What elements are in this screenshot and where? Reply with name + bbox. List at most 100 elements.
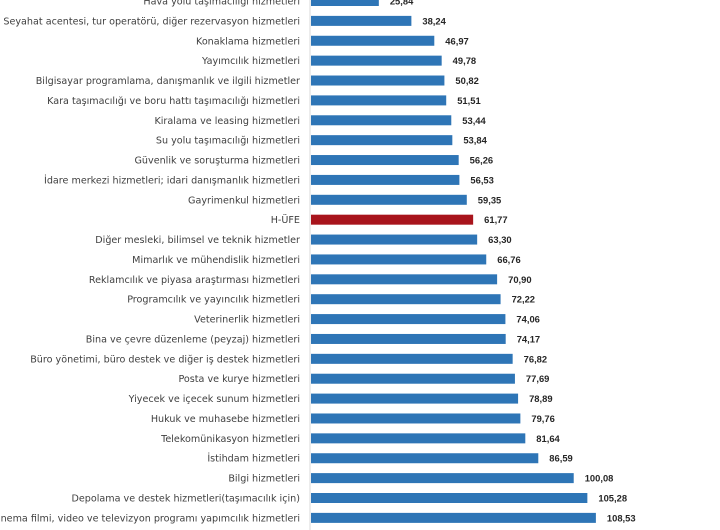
data-label: 63,30 <box>488 234 511 245</box>
data-label: 81,64 <box>536 433 560 444</box>
category-tick-label: Kiralama ve leasing hizmetleri <box>154 116 300 127</box>
bar <box>311 115 452 126</box>
category-tick-label: Veterinerlik hizmetleri <box>194 315 300 326</box>
category-tick-label: Depolama ve destek hizmetleri(taşımacılı… <box>71 494 300 505</box>
data-label: 100,08 <box>585 473 614 484</box>
bar-row: Konaklama hizmetleri 46,97 <box>196 35 469 47</box>
data-label: 108,53 <box>607 512 636 523</box>
bar <box>311 15 412 26</box>
bar <box>311 493 588 503</box>
data-label: 74,17 <box>517 333 540 344</box>
bar <box>311 294 501 305</box>
bar <box>311 373 515 384</box>
category-tick-label: Bilgi hizmetleri <box>228 474 300 485</box>
data-label: 53,84 <box>463 135 487 146</box>
data-label: 86,59 <box>549 453 572 464</box>
category-tick-label: Konaklama hizmetleri <box>196 36 300 47</box>
data-label: 74,06 <box>516 314 539 325</box>
bar-row: Bilgisayar programlama, danışmanlık ve i… <box>36 75 479 87</box>
bar <box>311 135 453 146</box>
data-label: 66,76 <box>497 254 520 265</box>
data-label: 77,69 <box>526 373 549 384</box>
bar <box>311 473 574 484</box>
bar-row: H-ÜFE 61,77 <box>271 213 508 226</box>
bar-row: İstihdam hizmetleri 86,59 <box>207 452 572 465</box>
data-label: 51,51 <box>457 95 480 106</box>
data-label: 56,53 <box>470 174 493 185</box>
bar <box>311 75 445 86</box>
bar <box>311 0 379 6</box>
data-label: 105,28 <box>598 493 627 504</box>
bar-row: Büro yönetimi, büro destek ve diğer iş d… <box>30 353 547 365</box>
bar-row: Posta ve kurye hizmetleri 77,69 <box>178 373 549 385</box>
category-tick-label: Diğer mesleki, bilimsel ve teknik hizmet… <box>95 234 300 246</box>
bar-row: Gayrimenkul hizmetleri 59,35 <box>188 194 501 206</box>
bar-row: Seyahat acentesi, tur operatörü, diğer r… <box>3 15 446 27</box>
bar <box>311 55 442 66</box>
bar-row: Güvenlik ve soruşturma hizmetleri 56,26 <box>135 155 494 167</box>
bar <box>311 393 519 404</box>
bar <box>311 155 459 166</box>
category-tick-label: Seyahat acentesi, tur operatörü, diğer r… <box>3 15 300 27</box>
category-tick-label: Mimarlık ve mühendislik hizmetleri <box>132 255 300 266</box>
data-label: 53,44 <box>462 115 486 126</box>
data-label: 72,22 <box>512 294 535 305</box>
category-tick-label: Hukuk ve muhasebe hizmetleri <box>151 414 300 425</box>
category-tick-label: Yiyecek ve içecek sunum hizmetleri <box>128 394 300 405</box>
data-label: 70,90 <box>508 274 531 285</box>
bar <box>311 35 435 46</box>
bar <box>311 174 460 185</box>
bar-row: Hukuk ve muhasebe hizmetleri 79,76 <box>151 413 555 425</box>
data-label: 79,76 <box>531 413 554 424</box>
bar <box>311 353 513 364</box>
bar <box>311 274 498 285</box>
category-tick-label: Reklamcılık ve piyasa araştırması hizmet… <box>89 275 300 286</box>
bar-row: Veterinerlik hizmetleri 74,06 <box>194 314 540 326</box>
bar-row: Sinema filmi, video ve televizyon progra… <box>0 512 636 524</box>
bar <box>311 234 478 245</box>
bar <box>311 333 506 344</box>
data-label: 76,82 <box>524 353 547 364</box>
bar-row: Programcılık ve yayıncılık hizmetleri 72,… <box>127 294 535 306</box>
bar-row: Mimarlık ve mühendislik hizmetleri 66,76 <box>132 254 521 266</box>
bar <box>311 433 526 444</box>
data-label: 25,84 <box>390 0 414 7</box>
category-tick-label: H-ÜFE <box>271 213 300 226</box>
bar <box>311 194 467 205</box>
category-tick-label: Yayımcılık hizmetleri <box>201 56 300 67</box>
bar-row: Su yolu taşımacılığı hizmetleri 53,84 <box>156 135 488 147</box>
data-label: 56,26 <box>470 155 493 166</box>
category-tick-label: Hava yolu taşımacılığı hizmetleri <box>143 0 300 8</box>
bar-row: Kara taşımacılığı ve boru hattı taşımacı… <box>47 95 481 107</box>
category-tick-label: Su yolu taşımacılığı hizmetleri <box>156 135 300 147</box>
bar-row: Diğer mesleki, bilimsel ve teknik hizmet… <box>95 234 511 246</box>
bar <box>311 413 521 424</box>
data-label: 61,77 <box>484 214 507 225</box>
category-tick-label: İstihdam hizmetleri <box>207 452 300 465</box>
bar-highlight <box>311 214 474 225</box>
bar <box>311 95 447 106</box>
bar-row: Hava yolu taşımacılığı hizmetleri 25,84 <box>143 0 414 8</box>
data-label: 46,97 <box>445 35 468 46</box>
category-tick-label: Programcılık ve yayıncılık hizmetleri <box>127 295 300 306</box>
bar-row: Telekomünikasyon hizmetleri 81,64 <box>160 433 560 445</box>
data-label: 50,82 <box>455 75 478 86</box>
data-label: 38,24 <box>422 15 446 26</box>
category-tick-label: Güvenlik ve soruşturma hizmetleri <box>135 156 301 167</box>
bar-row: Yayımcılık hizmetleri 49,78 <box>201 55 476 67</box>
category-tick-label: Bina ve çevre düzenleme (peyzaj) hizmetl… <box>86 334 300 345</box>
data-label: 59,35 <box>478 194 501 205</box>
bar-row: Kiralama ve leasing hizmetleri 53,44 <box>154 115 486 127</box>
bar <box>311 453 539 464</box>
bar-row: Bilgi hizmetleri 100,08 <box>228 473 613 485</box>
category-tick-label: Telekomünikasyon hizmetleri <box>160 434 300 445</box>
bar <box>311 512 596 523</box>
bar <box>311 314 506 325</box>
data-label: 78,89 <box>529 393 552 404</box>
category-tick-label: Bilgisayar programlama, danışmanlık ve i… <box>36 76 300 87</box>
bar <box>311 254 487 265</box>
bar-row: İdare merkezi hizmetleri; idari danışman… <box>44 173 494 186</box>
bar-row: Yiyecek ve içecek sunum hizmetleri 78,89 <box>128 393 553 405</box>
category-tick-label: İdare merkezi hizmetleri; idari danışman… <box>44 173 300 186</box>
